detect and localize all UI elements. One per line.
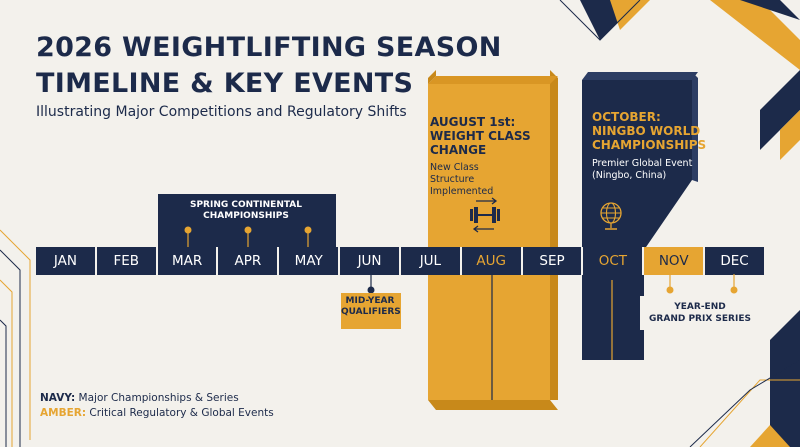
- month-timeline: JAN FEB MAR APR MAY JUN JUL AUG SEP OCT …: [36, 247, 764, 275]
- august-description: New Class Structure Implemented: [430, 162, 494, 197]
- page-subtitle: Illustrating Major Competitions and Regu…: [36, 104, 407, 120]
- legend-navy-key: NAVY:: [40, 392, 76, 404]
- legend-navy: NAVY: Major Championships & Series: [40, 392, 239, 404]
- month-mar: MAR: [157, 247, 219, 275]
- month-jan: JAN: [36, 247, 97, 275]
- midyear-qualifiers-label: MID-YEAR QUALIFIERS: [341, 296, 401, 317]
- october-title: OCTOBER: NINGBO WORLD CHAMPIONSHIPS: [592, 110, 707, 152]
- legend-navy-text: Major Championships & Series: [75, 392, 239, 404]
- title-line-2: TIMELINE & KEY EVENTS: [36, 68, 414, 99]
- month-dec: DEC: [705, 247, 764, 275]
- legend-amber-key: AMBER:: [40, 407, 87, 419]
- title-line-1: 2026 WEIGHTLIFTING SEASON: [36, 32, 502, 63]
- barbell-swap-icon: [470, 197, 500, 233]
- month-aug: AUG: [461, 247, 523, 275]
- month-jul: JUL: [400, 247, 462, 275]
- month-jun: JUN: [340, 247, 401, 275]
- yearend-grandprix-block: [640, 274, 762, 330]
- yearend-grandprix-label: YEAR-END GRAND PRIX SERIES: [649, 302, 751, 324]
- august-title: AUGUST 1st: WEIGHT CLASS CHANGE: [430, 115, 531, 157]
- spring-championships-label: SPRING CONTINENTAL CHAMPIONSHIPS: [189, 200, 303, 221]
- october-panel: [582, 72, 698, 360]
- legend-amber: AMBER: Critical Regulatory & Global Even…: [40, 407, 274, 419]
- month-may: MAY: [279, 247, 341, 275]
- month-oct: OCT: [583, 247, 645, 275]
- month-feb: FEB: [96, 247, 158, 275]
- month-sep: SEP: [522, 247, 584, 275]
- legend-amber-text: Critical Regulatory & Global Events: [86, 407, 274, 419]
- globe-icon: [600, 202, 622, 230]
- page-title: 2026 WEIGHTLIFTING SEASON TIMELINE & KEY…: [36, 30, 502, 102]
- month-nov: NOV: [644, 247, 706, 275]
- october-description: Premier Global Event (Ningbo, China): [592, 158, 693, 181]
- spring-championships-block: [158, 194, 336, 250]
- midyear-qualifiers-block: [341, 275, 401, 329]
- august-panel: [428, 70, 558, 410]
- month-apr: APR: [218, 247, 280, 275]
